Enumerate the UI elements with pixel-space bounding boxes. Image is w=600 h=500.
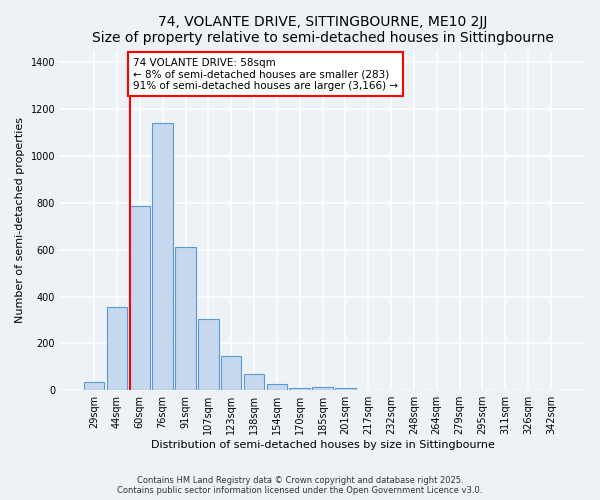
Bar <box>175 248 196 390</box>
Bar <box>198 319 218 390</box>
Bar <box>221 356 241 390</box>
Bar <box>152 123 173 390</box>
Bar <box>130 206 150 390</box>
Bar <box>289 388 310 390</box>
Title: 74, VOLANTE DRIVE, SITTINGBOURNE, ME10 2JJ
Size of property relative to semi-det: 74, VOLANTE DRIVE, SITTINGBOURNE, ME10 2… <box>92 15 553 45</box>
Bar <box>244 374 264 390</box>
Bar <box>312 388 333 390</box>
Text: 74 VOLANTE DRIVE: 58sqm
← 8% of semi-detached houses are smaller (283)
91% of se: 74 VOLANTE DRIVE: 58sqm ← 8% of semi-det… <box>133 58 398 91</box>
Bar <box>84 382 104 390</box>
X-axis label: Distribution of semi-detached houses by size in Sittingbourne: Distribution of semi-detached houses by … <box>151 440 494 450</box>
Y-axis label: Number of semi-detached properties: Number of semi-detached properties <box>15 118 25 324</box>
Text: Contains HM Land Registry data © Crown copyright and database right 2025.
Contai: Contains HM Land Registry data © Crown c… <box>118 476 482 495</box>
Bar <box>266 384 287 390</box>
Bar <box>335 388 356 390</box>
Bar <box>107 307 127 390</box>
